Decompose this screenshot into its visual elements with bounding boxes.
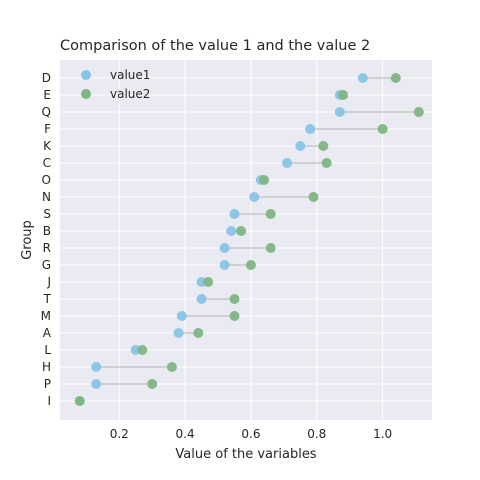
point-value2-A [193, 328, 204, 338]
point-value1-A [173, 328, 184, 338]
y-tick-label-F: F [44, 122, 51, 136]
y-tick-label-L: L [44, 343, 51, 357]
y-tick-label-M: M [41, 309, 51, 323]
chart-title: Comparison of the value 1 and the value … [60, 38, 370, 54]
data-points [74, 73, 424, 406]
point-value2-E [338, 90, 349, 100]
point-value2-C [321, 158, 332, 168]
point-value1-H [91, 362, 102, 372]
legend-label-value2: value2 [110, 87, 150, 101]
point-value1-F [305, 124, 316, 134]
y-axis-label: Group [20, 220, 35, 260]
point-value2-J [203, 277, 214, 287]
y-tick-label-Q: Q [42, 105, 51, 119]
point-value1-T [196, 294, 207, 304]
point-value2-S [265, 209, 276, 219]
point-value2-O [259, 175, 270, 185]
point-value1-M [176, 311, 187, 321]
x-tick-label-3: 0.8 [307, 427, 326, 441]
x-tick-label-2: 0.6 [241, 427, 260, 441]
y-tick-label-P: P [44, 377, 51, 391]
point-value2-R [265, 243, 276, 253]
y-tick-label-B: B [43, 224, 51, 238]
y-tick-label-C: C [43, 156, 51, 170]
point-value2-M [229, 311, 240, 321]
y-tick-label-T: T [43, 292, 52, 306]
x-tick-label-4: 1.0 [373, 427, 392, 441]
point-value2-G [245, 260, 256, 270]
y-tick-label-J: J [46, 275, 51, 289]
point-value2-K [318, 141, 329, 151]
point-value1-R [219, 243, 230, 253]
legend-label-value1: value1 [110, 68, 150, 82]
point-value1-N [249, 192, 260, 202]
point-value1-C [282, 158, 293, 168]
y-tick-label-N: N [42, 190, 51, 204]
y-tick-label-D: D [42, 71, 51, 85]
y-tick-label-I: I [47, 394, 51, 408]
point-value2-T [229, 294, 240, 304]
point-value2-H [166, 362, 177, 372]
x-axis-label: Value of the variables [175, 447, 316, 462]
x-tick-label-0: 0.2 [110, 427, 129, 441]
point-value2-N [308, 192, 319, 202]
y-tick-label-G: G [42, 258, 51, 272]
point-value2-Q [413, 107, 424, 117]
y-tick-label-H: H [42, 360, 51, 374]
x-tick-label-1: 0.4 [176, 427, 195, 441]
point-value2-I [74, 396, 85, 406]
point-value2-P [147, 379, 158, 389]
y-tick-label-A: A [43, 326, 52, 340]
point-value2-L [137, 345, 148, 355]
y-tick-label-O: O [42, 173, 51, 187]
point-value1-B [226, 226, 237, 236]
point-value1-P [91, 379, 102, 389]
y-tick-label-E: E [43, 88, 51, 102]
y-tick-label-S: S [43, 207, 51, 221]
y-tick-label-R: R [43, 241, 51, 255]
legend-marker-value1 [81, 70, 91, 80]
point-value2-B [236, 226, 247, 236]
point-value2-F [377, 124, 388, 134]
point-value1-K [295, 141, 306, 151]
y-tick-label-K: K [43, 139, 52, 153]
point-value2-D [390, 73, 401, 83]
point-value1-D [357, 73, 368, 83]
point-value1-S [229, 209, 240, 219]
x-tick-labels: 0.2 0.4 0.6 0.8 1.0 [110, 427, 392, 441]
legend: value1 value2 [81, 68, 150, 101]
point-value1-G [219, 260, 230, 270]
point-value1-Q [334, 107, 345, 117]
plot-background [60, 60, 432, 420]
legend-marker-value2 [81, 89, 91, 99]
